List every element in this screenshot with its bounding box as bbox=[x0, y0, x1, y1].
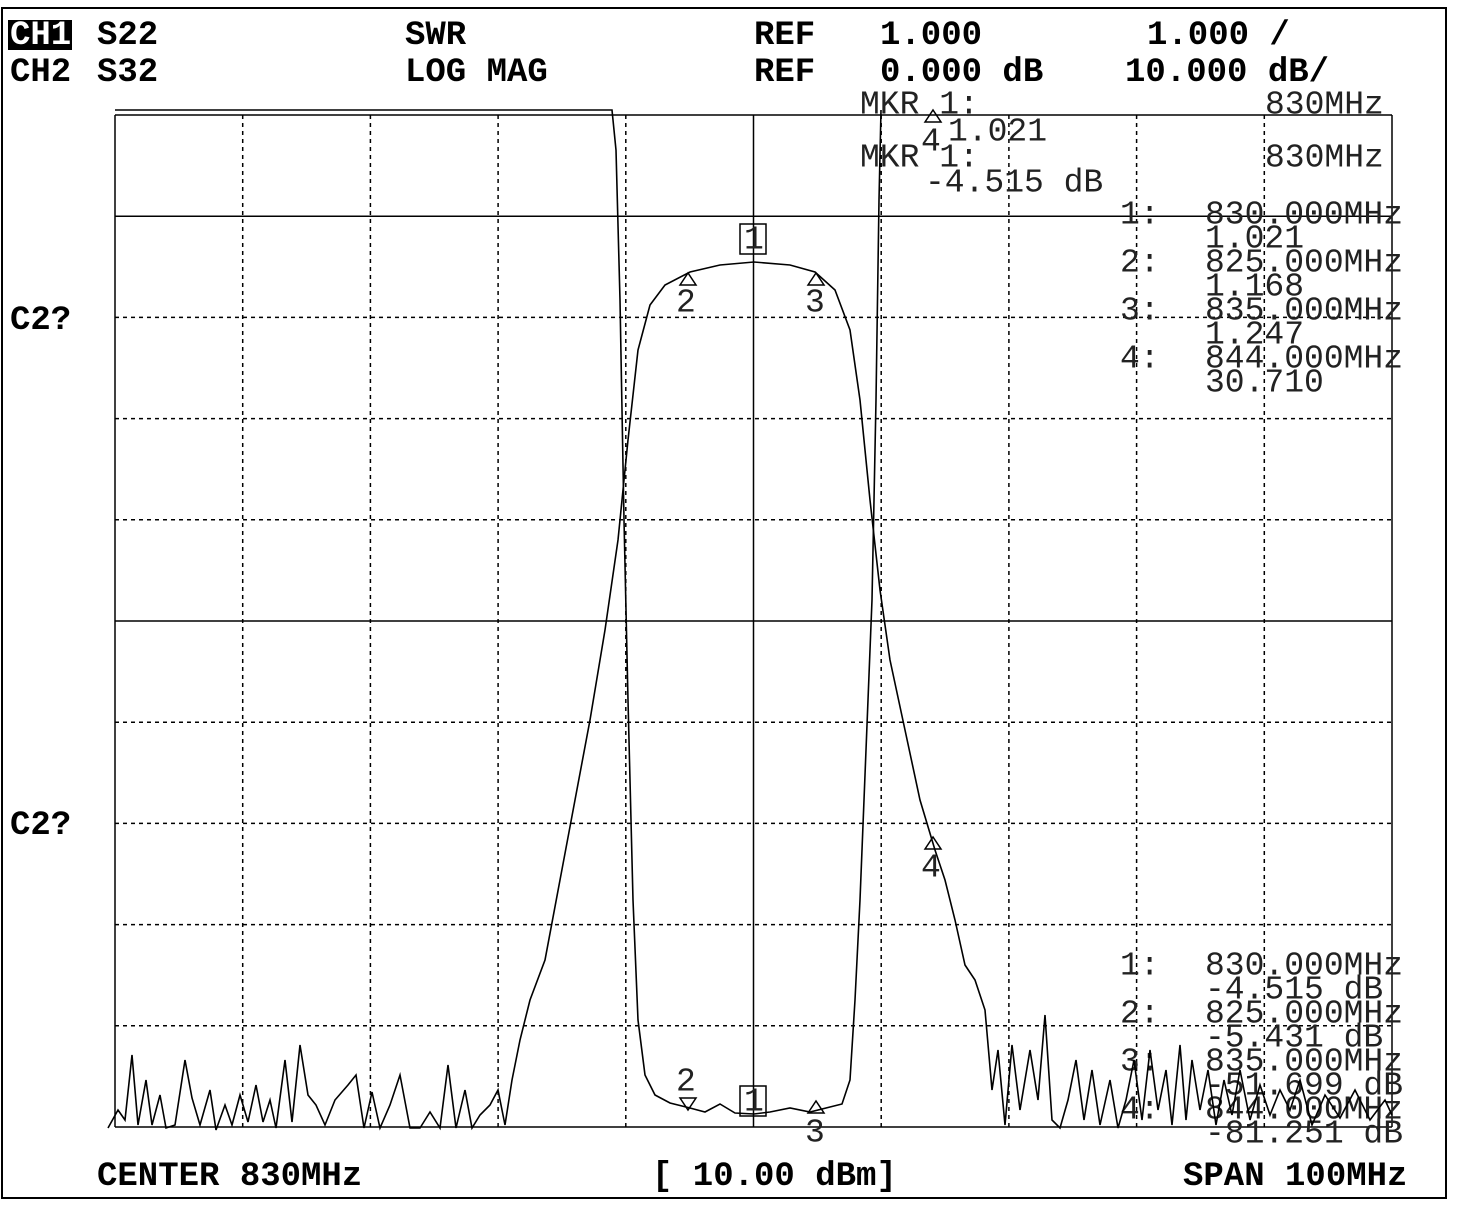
span: SPAN 100MHz bbox=[1183, 1158, 1407, 1196]
center-freq: CENTER 830MHz bbox=[97, 1158, 362, 1196]
marker-freq: 825.000MHz bbox=[1205, 245, 1403, 282]
ref-label: REF bbox=[754, 54, 815, 92]
active-channel-box bbox=[8, 20, 72, 50]
ref-value: 0.000 dB bbox=[880, 54, 1043, 92]
left-label: C2? bbox=[10, 302, 71, 340]
marker-index: 4: bbox=[1120, 341, 1160, 378]
marker-freq: 830MHz bbox=[1265, 87, 1384, 124]
marker-index: 3: bbox=[1120, 293, 1160, 330]
marker-value: 1.021 bbox=[948, 114, 1047, 151]
marker-value: -81.251 dB bbox=[1205, 1116, 1403, 1153]
marker-value: 30.710 bbox=[1205, 365, 1324, 402]
marker-freq: 825.000MHz bbox=[1205, 996, 1403, 1033]
transmission-trace bbox=[107, 261, 1393, 1131]
format: LOG MAG bbox=[405, 54, 548, 92]
marker-index: 2: bbox=[1120, 996, 1160, 1033]
marker-value: 1.168 bbox=[1205, 269, 1304, 306]
marker-label: MKR 1: bbox=[860, 87, 979, 124]
left-label: C2? bbox=[10, 807, 71, 845]
trace-marker: 3 bbox=[805, 285, 825, 322]
marker-freq: 835.000MHz bbox=[1205, 293, 1403, 330]
trace-marker: 2 bbox=[676, 285, 696, 322]
parameter: S22 bbox=[97, 17, 158, 55]
ref-label: REF bbox=[754, 17, 815, 55]
marker-value: 1.247 bbox=[1205, 317, 1304, 354]
marker-index: 1: bbox=[1120, 948, 1160, 985]
marker-value: -5.431 dB bbox=[1205, 1020, 1383, 1057]
screen-frame bbox=[1, 7, 1447, 1199]
marker-value: -51.699 dB bbox=[1205, 1068, 1403, 1105]
marker-value: -4.515 dB bbox=[925, 165, 1103, 202]
marker-freq: 830.000MHz bbox=[1205, 948, 1403, 985]
format: SWR bbox=[405, 17, 467, 55]
channel: CH2 bbox=[10, 54, 71, 92]
marker-value: -4.515 dB bbox=[1205, 972, 1383, 1009]
marker-freq: 835.000MHz bbox=[1205, 1044, 1403, 1081]
scale: 10.000 dB/ bbox=[1125, 54, 1329, 92]
swr-trace bbox=[115, 109, 882, 1115]
marker-freq: 830MHz bbox=[1265, 140, 1384, 177]
trace-marker-symbols bbox=[678, 108, 943, 1117]
channel: CH1 bbox=[10, 17, 71, 55]
marker-index: 2: bbox=[1120, 245, 1160, 282]
parameter: S32 bbox=[97, 54, 158, 92]
ref-value: 1.000 bbox=[880, 17, 982, 55]
source-power: [ 10.00 dBm] bbox=[652, 1158, 897, 1196]
trace-marker: 2 bbox=[676, 1064, 696, 1101]
marker-freq: 830.000MHz bbox=[1205, 197, 1403, 234]
grid bbox=[114, 114, 1393, 1128]
trace-marker: 4 bbox=[921, 850, 941, 887]
marker-index: 1: bbox=[1120, 197, 1160, 234]
marker-value: 1.021 bbox=[1205, 221, 1304, 258]
scale: 1.000 / bbox=[1147, 17, 1290, 55]
trace-marker: 1 bbox=[744, 222, 764, 259]
trace-marker: 4 bbox=[921, 124, 941, 161]
trace-marker: 1 bbox=[744, 1084, 764, 1121]
marker-freq: 844.000MHz bbox=[1205, 341, 1403, 378]
trace-marker: 3 bbox=[805, 1115, 825, 1152]
